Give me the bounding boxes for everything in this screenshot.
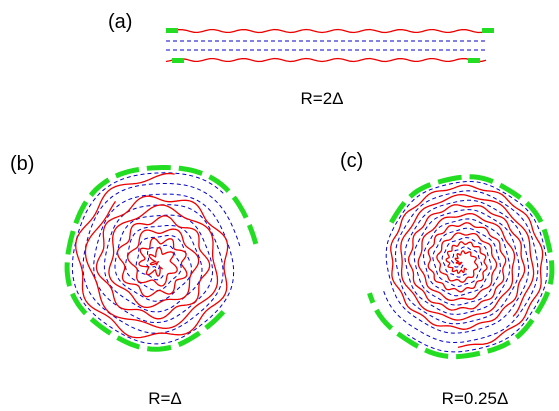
green-end: [166, 28, 178, 33]
green-end: [482, 28, 494, 33]
red-line: [166, 59, 486, 62]
green-end: [172, 58, 184, 63]
blue-dashed: [72, 173, 233, 344]
figure: (a) R=2Δ (b) R=Δ (c) R=0.25Δ: [0, 0, 559, 411]
panel-label: (c): [340, 150, 363, 172]
green-edge: [67, 168, 256, 350]
panel-caption: R=2Δ: [300, 89, 343, 108]
panel-label: (a): [108, 11, 132, 33]
red-line: [391, 185, 543, 347]
red-line: [166, 30, 486, 33]
panel-label: (b): [10, 153, 34, 175]
drawings: [67, 28, 552, 357]
panel-caption: R=0.25Δ: [442, 389, 509, 408]
green-end: [468, 58, 480, 63]
panel-caption: R=Δ: [148, 389, 182, 408]
